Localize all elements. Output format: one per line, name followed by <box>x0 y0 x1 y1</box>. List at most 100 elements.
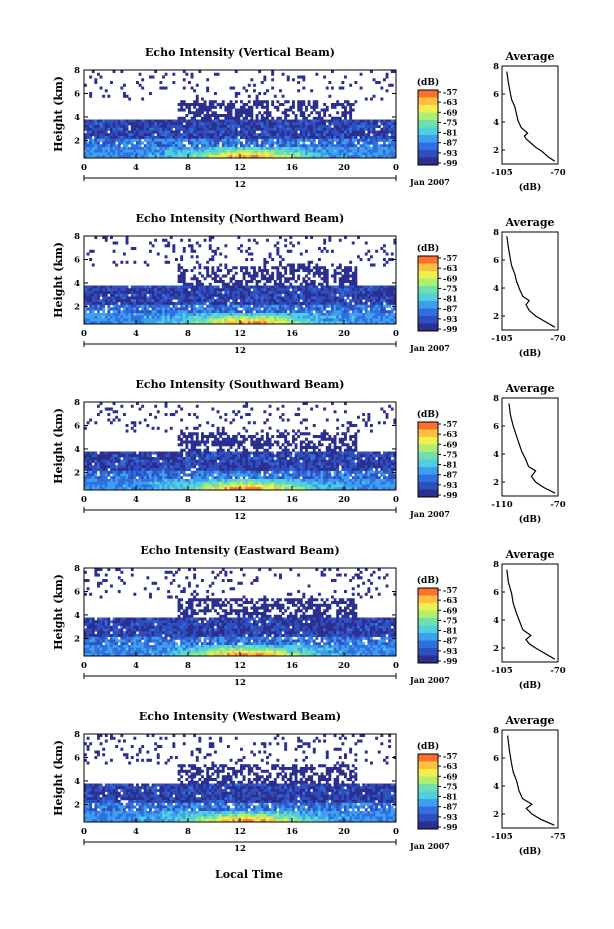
colorbar-tick-label: -63 <box>443 429 458 439</box>
average-x-tick-label: -105 <box>491 168 512 178</box>
colorbar-tick-label: -57 <box>443 87 457 97</box>
colorbar-tick-label: -69 <box>443 439 458 449</box>
y-tick-label: 8 <box>74 564 80 574</box>
x-tick-label: 16 <box>286 329 298 339</box>
colorbar-tick-label: -87 <box>443 470 457 480</box>
average-y-tick-label: 6 <box>493 422 499 432</box>
y-tick-label: 2 <box>74 468 80 478</box>
colorbar-tick-label: -81 <box>443 128 457 138</box>
colorbar-tick-label: -93 <box>443 646 458 656</box>
colorbar-tick-label: -63 <box>443 761 458 771</box>
x-tick-label: 8 <box>185 163 191 173</box>
colorbar-tick-label: -57 <box>443 419 457 429</box>
average-x-tick-label: -70 <box>550 334 565 344</box>
average-x-tick-label: -105 <box>491 832 512 842</box>
panel-title: Echo Intensity (Northward Beam) <box>136 212 345 225</box>
average-y-tick-label: 6 <box>493 256 499 266</box>
colorbar-tick-label: -75 <box>443 283 457 293</box>
y-tick-label: 6 <box>74 255 80 265</box>
x-tick-label: 4 <box>133 163 139 173</box>
colorbar-tick-label: -99 <box>443 490 458 500</box>
heatmap <box>84 402 397 491</box>
colorbar-tick-label: -69 <box>443 107 458 117</box>
heatmap <box>84 734 397 823</box>
average-y-tick-label: 4 <box>493 616 499 626</box>
y-tick-label: 2 <box>74 634 80 644</box>
date-label: 12 <box>234 180 246 190</box>
y-axis-label: Height (km) <box>52 740 65 816</box>
x-tick-label: 0 <box>81 495 87 505</box>
colorbar-tick-label: -87 <box>443 138 457 148</box>
x-tick-label: 12 <box>234 661 246 671</box>
colorbar-tick-label: -87 <box>443 304 457 314</box>
date-label: 12 <box>234 678 246 688</box>
average-title: Average <box>504 382 554 395</box>
average-x-label: (dB) <box>519 680 541 691</box>
x-tick-label: 20 <box>338 329 350 339</box>
x-tick-label: 16 <box>286 163 298 173</box>
average-x-tick-label: -75 <box>550 832 565 842</box>
x-tick-label: 4 <box>133 827 139 837</box>
average-y-tick-label: 4 <box>493 284 499 294</box>
y-tick-label: 8 <box>74 66 80 76</box>
colorbar-tick-label: -87 <box>443 802 457 812</box>
x-tick-label: 0 <box>393 495 399 505</box>
y-axis-label: Height (km) <box>52 574 65 650</box>
x-tick-label: 0 <box>393 163 399 173</box>
colorbar-unit: (dB) <box>417 243 439 254</box>
average-frame <box>501 563 559 663</box>
average-x-label: (dB) <box>519 182 541 193</box>
heatmap <box>84 70 397 159</box>
colorbar: -57-63-69-75-81-87-93-99 <box>417 585 458 666</box>
y-tick-label: 4 <box>74 611 80 621</box>
average-y-tick-label: 6 <box>493 754 499 764</box>
x-tick-label: 20 <box>338 163 350 173</box>
colorbar-tick-label: -57 <box>443 751 457 761</box>
x-tick-label: 8 <box>185 329 191 339</box>
local-time-label: Local Time <box>215 868 283 881</box>
colorbar-tick-label: -81 <box>443 626 457 636</box>
y-tick-label: 4 <box>74 279 80 289</box>
x-tick-label: 0 <box>81 661 87 671</box>
average-y-tick-label: 8 <box>493 228 499 238</box>
average-profile-line <box>508 403 556 494</box>
colorbar-tick-label: -99 <box>443 324 458 334</box>
colorbar-tick-label: -75 <box>443 117 457 127</box>
y-tick-label: 6 <box>74 753 80 763</box>
average-frame <box>501 397 559 497</box>
heatmap <box>84 236 397 325</box>
y-axis-label: Height (km) <box>52 242 65 318</box>
average-y-tick-label: 4 <box>493 450 499 460</box>
average-y-tick-label: 6 <box>493 588 499 598</box>
average-x-tick-label: -70 <box>550 500 565 510</box>
x-tick-label: 0 <box>81 163 87 173</box>
y-tick-label: 2 <box>74 302 80 312</box>
month-label: Jan 2007 <box>409 509 450 519</box>
panel-5: Echo Intensity (Westward Beam) 2 4 6 8 Height… <box>52 710 566 857</box>
average-profile-line <box>506 569 556 660</box>
x-tick-label: 0 <box>393 661 399 671</box>
colorbar-unit: (dB) <box>417 741 439 752</box>
average-x-label: (dB) <box>519 846 541 857</box>
y-tick-label: 8 <box>74 232 80 242</box>
panel-1: Echo Intensity (Vertical Beam) 2 4 6 8 Height… <box>52 46 566 193</box>
average-y-tick-label: 8 <box>493 394 499 404</box>
average-title: Average <box>504 50 554 63</box>
y-tick-label: 2 <box>74 800 80 810</box>
y-tick-label: 6 <box>74 587 80 597</box>
colorbar-tick-label: -69 <box>443 273 458 283</box>
x-tick-label: 4 <box>133 495 139 505</box>
average-profile-line <box>506 71 556 162</box>
panel-4: Echo Intensity (Eastward Beam) 2 4 6 8 Height… <box>52 544 566 691</box>
colorbar-tick-label: -81 <box>443 294 457 304</box>
date-label: 12 <box>234 346 246 356</box>
colorbar-tick-label: -63 <box>443 595 458 605</box>
date-label: 12 <box>234 512 246 522</box>
average-x-label: (dB) <box>519 348 541 359</box>
average-y-tick-label: 4 <box>493 782 499 792</box>
colorbar-tick-label: -63 <box>443 97 458 107</box>
x-tick-label: 0 <box>81 827 87 837</box>
average-y-tick-label: 8 <box>493 726 499 736</box>
x-tick-label: 0 <box>81 329 87 339</box>
x-tick-label: 16 <box>286 827 298 837</box>
